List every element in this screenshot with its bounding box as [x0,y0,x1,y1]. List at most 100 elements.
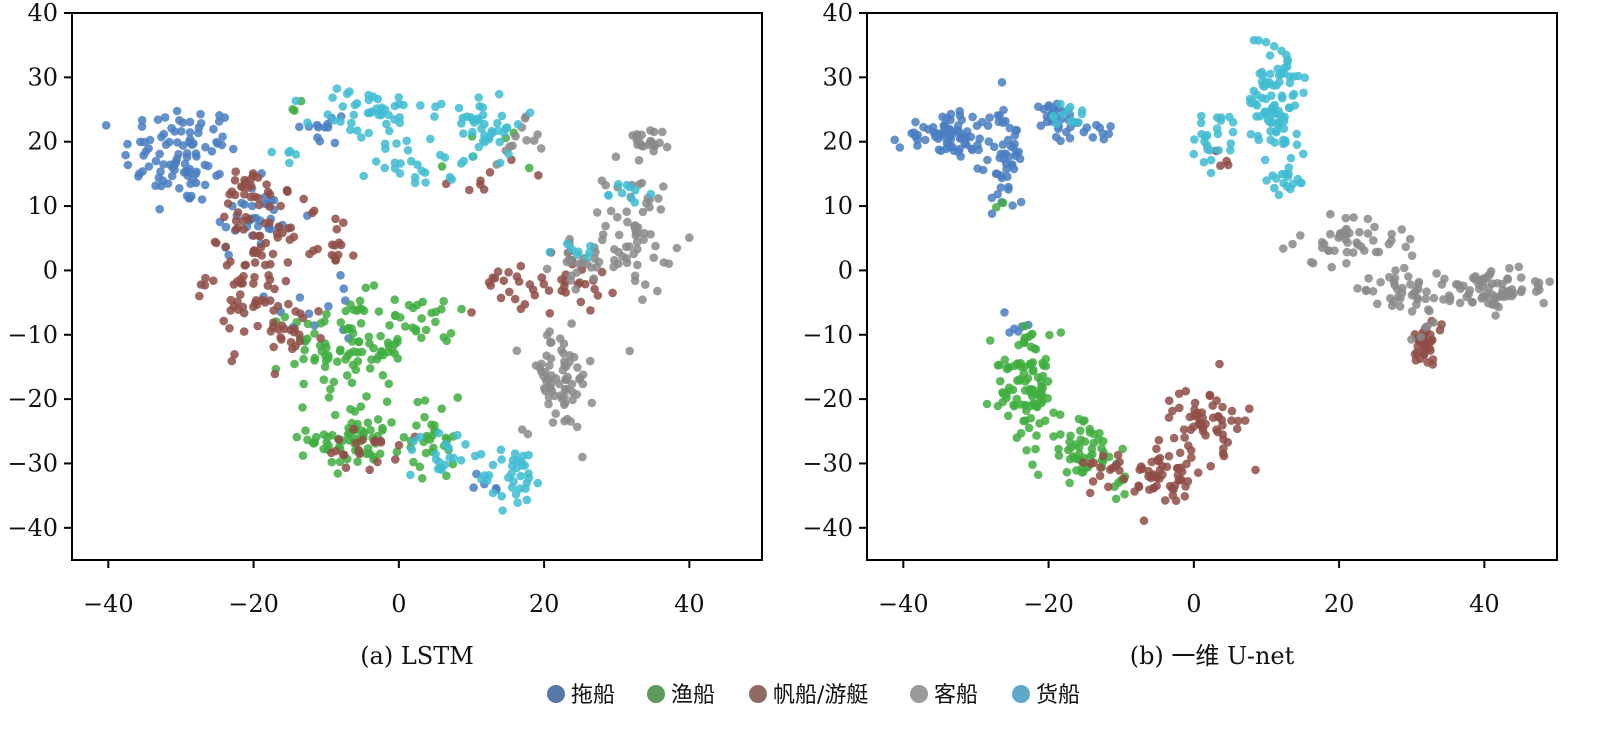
point-lstm-fishing-5-18 [310,329,319,338]
point-lstm-cargo-30-3 [285,158,294,168]
point-lstm-fishing-6-46 [356,402,366,411]
point-lstm-sailing-16-28 [510,294,520,304]
point-unet-sailing-9-54 [1184,441,1193,451]
point-unet-fishing-6-30 [1065,478,1074,488]
point-unet-sailing-9-35 [1245,404,1254,414]
point-lstm-sailing-13-11 [265,202,274,211]
point-lstm-cargo-24-14 [495,137,505,147]
point-unet-cargo-18-41 [1258,71,1268,80]
point-lstm-cargo-24-23 [493,126,503,135]
ytick-label-lstm-8: 40 [27,0,58,27]
point-lstm-cargo-25-21 [410,178,420,188]
point-unet-tug-0-41 [962,127,972,136]
point-unet-tug-0-64 [952,126,962,135]
point-lstm-fishing-6-43 [350,407,360,416]
point-unet-passenger-14-13 [1326,229,1335,239]
point-lstm-fishing-8-4 [446,329,456,338]
point-lstm-tug-0-80 [196,109,205,119]
point-unet-tug-0-67 [934,145,944,154]
point-unet-fishing-5-85 [993,361,1003,370]
axes-lstm: −40 −20 0 20 40 −40 −30 −20 −10 0 10 20 30 40 [7,0,704,618]
point-unet-tug-0-65 [947,142,957,151]
point-lstm-passenger-18-16 [638,295,647,305]
point-unet-passenger-16-13 [1412,300,1421,310]
point-unet-passenger-16-26 [1414,279,1423,289]
point-unet-passenger-15-58 [1497,289,1506,299]
point-unet-fishing-5-84 [1020,362,1029,372]
point-unet-tug-3-2 [1082,123,1092,132]
point-lstm-cargo-25-2 [381,144,390,153]
point-unet-tug-0-66 [945,131,954,141]
point-unet-sailing-9-7 [1186,425,1196,435]
point-unet-fishing-6-45 [1097,443,1106,453]
point-lstm-fishing-5-42 [365,364,375,373]
point-lstm-cargo-24-37 [504,149,513,159]
point-lstm-tug-0-29 [177,127,186,136]
point-unet-passenger-16-17 [1407,307,1417,316]
point-unet-cargo-18-35 [1263,79,1272,89]
point-lstm-tug-0-39 [157,132,166,142]
point-lstm-cargo-23-27 [394,93,404,102]
point-unet-tug-1-29 [1016,197,1026,207]
point-lstm-sailing-12-5 [288,344,297,354]
point-lstm-fishing-5-71 [349,347,359,356]
point-lstm-cargo-26-32 [521,484,530,493]
point-lstm-fishing-8-16 [437,304,446,314]
point-unet-tug-3-8 [1106,122,1115,131]
point-lstm-sailing-16-35 [545,309,555,318]
point-lstm-passenger-20-57 [572,390,582,399]
point-unet-sailing-12-11 [1088,477,1098,486]
point-unet-passenger-14-46 [1404,272,1413,281]
point-lstm-fishing-5-59 [303,334,312,344]
point-lstm-sailing-11-65 [286,223,296,232]
point-unet-fishing-5-78 [1038,391,1047,400]
point-lstm-sailing-14-10 [313,244,323,254]
point-lstm-fishing-5-20 [298,451,308,460]
point-lstm-tug-0-20 [170,127,179,136]
legend-swatch-fishing [647,685,665,703]
point-lstm-fishing-7-29 [442,471,451,481]
point-unet-tug-3-9 [1099,134,1109,144]
point-lstm-passenger-20-31 [565,351,574,360]
point-unet-fishing-6-23 [1079,417,1088,426]
point-lstm-fishing-5-6 [303,319,313,329]
point-lstm-cargo-25-18 [421,178,430,187]
point-lstm-sailing-12-14 [295,330,304,340]
legend-entry-sailing: 帆船/游艇 [749,683,868,708]
point-unet-passenger-14-12 [1401,242,1411,252]
point-lstm-passenger-21-10 [567,271,576,281]
point-lstm-sailing-13-20 [249,231,258,240]
point-unet-sailing-10-39 [1169,433,1179,443]
point-lstm-sailing-16-39 [557,275,566,284]
point-lstm-tug-0-84 [163,179,173,188]
point-unet-tug-0-52 [984,137,994,146]
point-lstm-sailing-11-84 [260,298,270,307]
point-lstm-fishing-5-31 [300,345,310,355]
point-lstm-fishing-8-8 [390,295,400,305]
point-lstm-fishing-5-45 [320,362,330,372]
point-lstm-sailing-11-48 [201,273,210,283]
point-unet-fishing-7-1 [1120,489,1129,499]
point-lstm-fishing-6-35 [292,432,302,442]
point-lstm-sailing-11-72 [225,324,234,333]
point-lstm-passenger-18-31 [621,242,631,252]
point-lstm-fishing-5-66 [310,356,319,365]
point-lstm-tug-1-21 [224,250,233,260]
point-lstm-fishing-8-15 [427,308,436,318]
point-lstm-fishing-6-64 [319,444,328,454]
point-unet-fishing-6-38 [1085,424,1094,434]
point-unet-tug-2-20 [1034,102,1043,111]
point-lstm-passenger-22-11 [522,136,531,145]
point-lstm-cargo-26-22 [507,469,516,478]
point-lstm-cargo-25-23 [459,156,469,166]
point-unet-passenger-17-3 [1407,335,1416,344]
point-lstm-sailing-11-62 [299,194,309,204]
point-unet-fishing-5-77 [1029,365,1038,375]
point-lstm-cargo-23-38 [390,101,400,111]
point-unet-fishing-5-99 [998,388,1007,397]
point-unet-tug-3-6 [1065,133,1075,143]
point-lstm-passenger-19-1 [662,142,672,152]
point-lstm-passenger-20-0 [545,361,554,370]
point-lstm-passenger-18-40 [630,271,640,281]
point-lstm-sailing-16-40 [490,274,500,283]
